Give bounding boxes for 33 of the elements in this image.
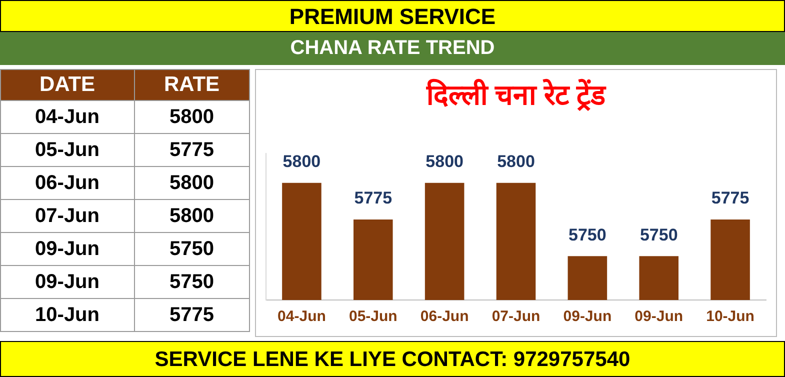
x-tick-label: 04-Jun xyxy=(278,308,326,326)
text: 07-Jun xyxy=(0,200,134,232)
text: 5800 xyxy=(134,100,250,134)
text: 5775 xyxy=(134,298,250,332)
text: CHANA RATE TREND xyxy=(0,32,785,65)
chart-title: दिल्ली चना रेट ट्रेंड xyxy=(425,78,607,112)
data-label: 5775 xyxy=(354,188,392,208)
data-label: 5800 xyxy=(426,152,464,172)
x-tick-label: 09-Jun xyxy=(634,308,684,326)
text: 5775 xyxy=(134,134,250,166)
x-tick-label: 06-Jun xyxy=(420,308,469,326)
text: 09-Jun xyxy=(0,266,134,298)
text: RATE xyxy=(134,70,250,100)
text: 5750 xyxy=(134,266,250,298)
x-tick-label: 07-Jun xyxy=(492,308,540,326)
x-tick-label: 09-Jun xyxy=(563,308,612,326)
data-label: 5750 xyxy=(568,225,606,244)
text: 09-Jun xyxy=(0,232,134,266)
data-label: 5800 xyxy=(282,152,321,172)
data-label: 5750 xyxy=(640,225,678,244)
text: PREMIUM SERVICE xyxy=(0,0,785,32)
data-label: 5775 xyxy=(711,188,750,208)
text: 04-Jun xyxy=(0,100,134,134)
text: 5800 xyxy=(134,166,250,200)
data-label: 5800 xyxy=(497,152,535,172)
x-tick-label: 05-Jun xyxy=(348,308,398,326)
text: 05-Jun xyxy=(0,134,134,166)
text: DATE xyxy=(0,70,134,100)
text: SERVICE LENE KE LIYE CONTACT: 9729757540 xyxy=(0,341,785,377)
text: 5800 xyxy=(134,200,250,232)
text: 5750 xyxy=(134,232,250,266)
x-tick-label: 10-Jun xyxy=(706,308,754,326)
text: 06-Jun xyxy=(0,166,134,200)
